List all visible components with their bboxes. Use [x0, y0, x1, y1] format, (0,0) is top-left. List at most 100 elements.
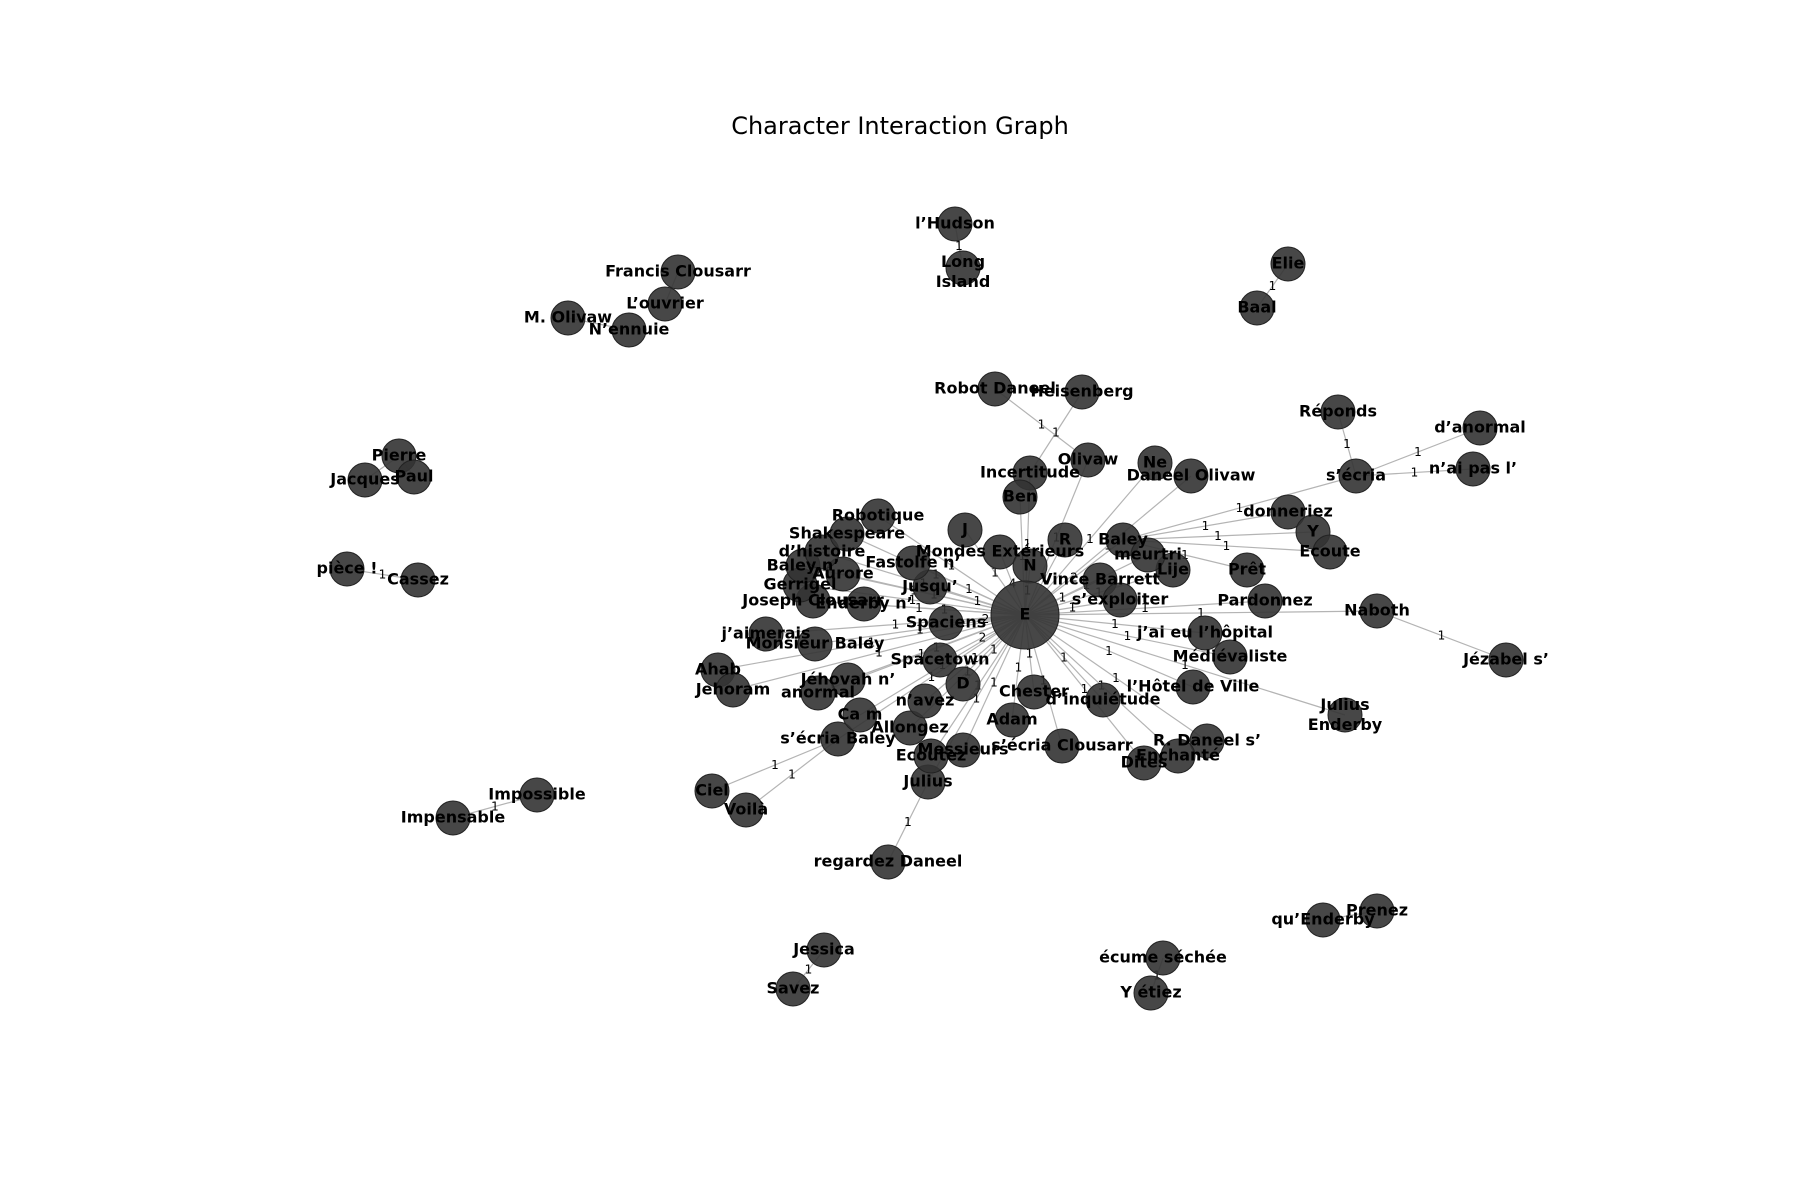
node-dinquietude[interactable]	[1085, 682, 1121, 718]
node-medievaliste[interactable]	[1212, 639, 1248, 675]
node-francis[interactable]	[660, 254, 696, 290]
node-dhistoire[interactable]	[804, 534, 840, 570]
node-daneel_olivaw[interactable]	[1173, 458, 1209, 494]
node-aurore[interactable]	[825, 556, 861, 592]
node-enchante[interactable]	[1160, 738, 1196, 774]
node-cassez[interactable]	[400, 562, 436, 598]
node-label-jacques: Jacques	[329, 470, 399, 489]
node-fastolfe[interactable]	[895, 545, 931, 581]
node-naboth[interactable]	[1359, 593, 1395, 629]
node-ciel[interactable]	[694, 773, 730, 809]
edge-naboth-jezabel	[1376, 610, 1507, 661]
node-julius_enderby[interactable]	[1327, 697, 1363, 733]
node-danormal[interactable]	[1462, 410, 1498, 446]
node-spacetown[interactable]	[922, 642, 958, 678]
node-label-chester: Chester	[999, 682, 1069, 701]
node-quenderby[interactable]	[1305, 902, 1341, 938]
node-molivaw[interactable]	[550, 300, 586, 336]
edge-weight-label: 1	[1197, 606, 1205, 620]
edge-weight-label: 1	[916, 623, 924, 637]
node-long_island[interactable]	[945, 250, 981, 286]
node-adam[interactable]	[994, 702, 1030, 738]
edge-weight-label: 1	[1269, 279, 1277, 293]
node-label-ecume: écume séchée	[1099, 948, 1227, 967]
node-mondes_ext[interactable]	[982, 534, 1018, 570]
node-olivaw[interactable]	[1070, 442, 1106, 478]
node-jacques[interactable]	[347, 462, 383, 498]
node-piece[interactable]	[329, 551, 365, 587]
node-chester[interactable]	[1016, 674, 1052, 710]
node-jezabel[interactable]	[1488, 642, 1524, 678]
node-label-exploiter: s’exploiter	[1072, 590, 1169, 609]
node-ne[interactable]	[1137, 445, 1173, 481]
node-label-r_daneel: R. Daneel s’	[1153, 731, 1261, 750]
node-anormal[interactable]	[800, 675, 836, 711]
node-secria_baley[interactable]	[820, 721, 856, 757]
node-monsieur_baley[interactable]	[797, 626, 833, 662]
node-lallongez[interactable]	[892, 710, 928, 746]
node-r_node[interactable]	[1047, 522, 1083, 558]
node-label-robot_daneel: Robot Daneel	[934, 379, 1056, 398]
edge-weight-label: 1	[379, 568, 387, 582]
node-d_node[interactable]	[945, 666, 981, 702]
node-pret[interactable]	[1229, 552, 1265, 588]
node-jessica[interactable]	[806, 932, 842, 968]
node-hopital[interactable]	[1187, 615, 1223, 651]
node-spaciens[interactable]	[928, 605, 964, 641]
node-r_daneel[interactable]	[1189, 723, 1225, 759]
node-paul[interactable]	[396, 459, 432, 495]
edge-weight-label: 1	[1026, 647, 1034, 661]
node-shakespeare[interactable]	[829, 516, 865, 552]
node-ca_m[interactable]	[842, 697, 878, 733]
node-savez[interactable]	[775, 971, 811, 1007]
edge-weight-label: 1	[1223, 539, 1231, 553]
node-pardonnez[interactable]	[1247, 583, 1283, 619]
node-jusqu[interactable]	[912, 569, 948, 605]
node-messieurs[interactable]	[945, 732, 981, 768]
node-robotique[interactable]	[860, 498, 896, 534]
node-ecume[interactable]	[1145, 940, 1181, 976]
node-yetiez[interactable]	[1133, 975, 1169, 1011]
node-ben[interactable]	[1002, 479, 1038, 515]
node-donneriez[interactable]	[1270, 494, 1306, 530]
node-ecoute[interactable]	[1312, 534, 1348, 570]
edge-weight-label: 1	[771, 758, 779, 772]
node-meurtri[interactable]	[1130, 537, 1166, 573]
node-label-baley_n: Baley n’	[767, 556, 840, 575]
node-exploiter[interactable]	[1102, 582, 1138, 618]
node-impensable[interactable]	[435, 800, 471, 836]
edge-weight-label: 1	[973, 692, 981, 706]
node-j_node[interactable]	[947, 512, 983, 548]
node-secria[interactable]	[1338, 458, 1374, 494]
node-dites[interactable]	[1126, 745, 1162, 781]
node-hub[interactable]	[990, 580, 1060, 650]
node-label-pierre: Pierre	[372, 446, 427, 465]
node-voila[interactable]	[728, 792, 764, 828]
node-lhudson[interactable]	[937, 206, 973, 242]
node-louvrier[interactable]	[647, 286, 683, 322]
node-heisenberg[interactable]	[1064, 374, 1100, 410]
node-label-enderby_n: Enderby n’	[815, 594, 912, 613]
node-jehovah[interactable]	[830, 662, 866, 698]
node-nennuie[interactable]	[611, 312, 647, 348]
node-jehoram[interactable]	[715, 672, 751, 708]
edge-weight-label: 2	[982, 612, 990, 626]
node-navez[interactable]	[907, 683, 943, 719]
node-regardez[interactable]	[870, 844, 906, 880]
edge-jehoram-hub	[732, 614, 1026, 691]
node-jaimerais[interactable]	[748, 616, 784, 652]
edge-medievaliste-hub	[1024, 614, 1231, 658]
node-naipas[interactable]	[1455, 451, 1491, 487]
node-elie[interactable]	[1270, 246, 1306, 282]
node-hotel_ville[interactable]	[1175, 669, 1211, 705]
node-reponds[interactable]	[1320, 394, 1356, 430]
node-prenez[interactable]	[1359, 893, 1395, 929]
node-secria_clousarr[interactable]	[1044, 728, 1080, 764]
node-robot_daneel[interactable]	[977, 371, 1013, 407]
node-impossible[interactable]	[519, 777, 555, 813]
node-enderby_n[interactable]	[846, 586, 882, 622]
node-label-n_node: N	[1023, 556, 1036, 575]
node-label-hopital: j’ai eu l’hôpital	[1136, 623, 1273, 642]
node-baal[interactable]	[1239, 290, 1275, 326]
